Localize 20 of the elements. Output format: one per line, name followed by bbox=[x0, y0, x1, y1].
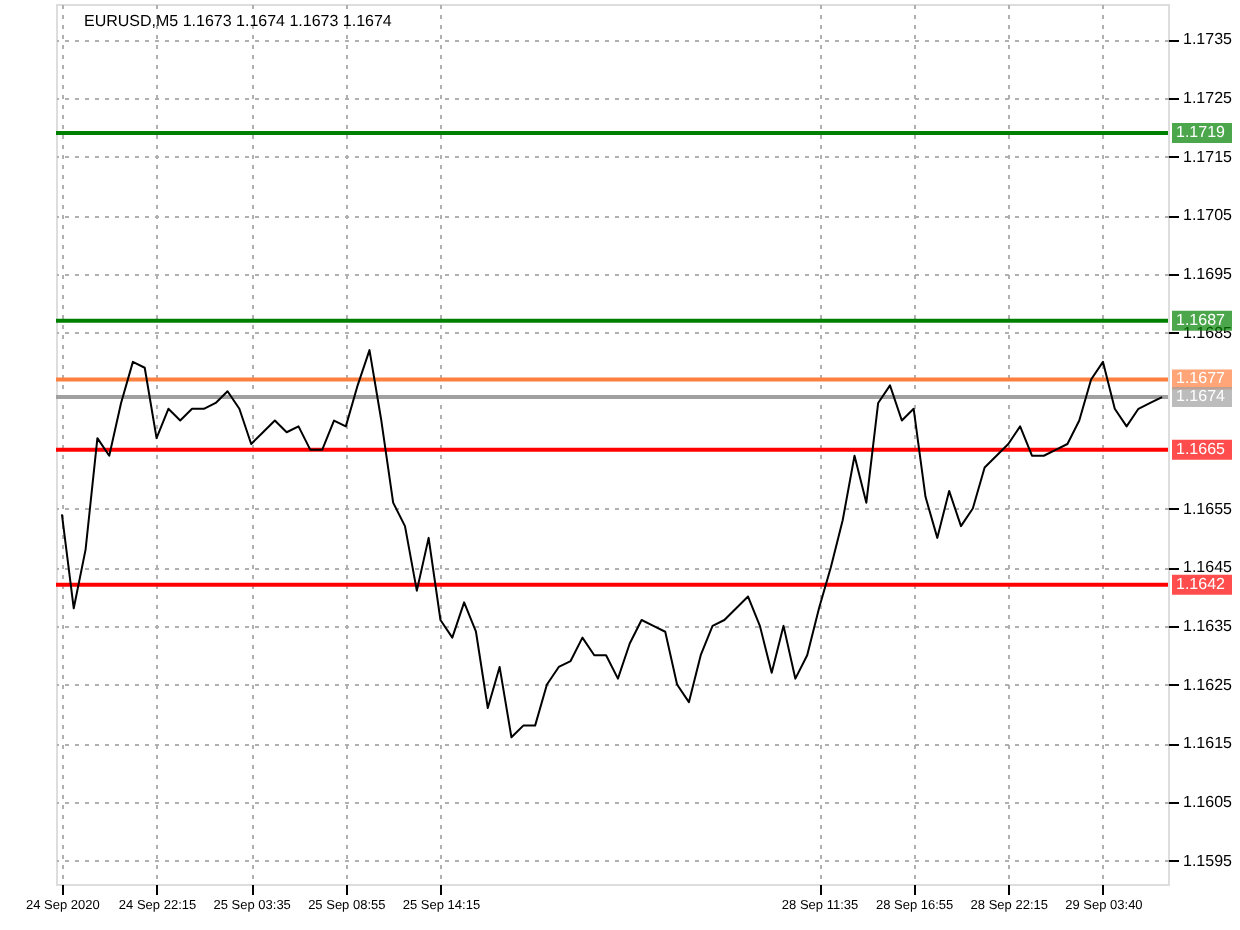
ref-line-label: 1.1674 bbox=[1176, 387, 1227, 406]
y-tick-label: 1.1715 bbox=[1183, 147, 1234, 166]
y-tick-label: 1.1725 bbox=[1183, 88, 1234, 107]
ref-line-label: 1.1719 bbox=[1176, 123, 1227, 142]
ref-line-label: 1.1642 bbox=[1176, 574, 1227, 593]
y-tick-label: 1.1645 bbox=[1183, 558, 1234, 577]
y-tick-label: 1.1655 bbox=[1183, 499, 1234, 518]
ref-line-label: 1.1665 bbox=[1176, 439, 1227, 458]
y-tick-label: 1.1635 bbox=[1183, 616, 1234, 635]
chart-title: EURUSD,M5 1.1673 1.1674 1.1673 1.1674 bbox=[84, 12, 393, 30]
y-tick-label: 1.1595 bbox=[1183, 851, 1234, 870]
y-tick-label: 1.1605 bbox=[1183, 792, 1234, 811]
y-tick-label: 1.1735 bbox=[1183, 30, 1234, 49]
line-series bbox=[60, 349, 1164, 739]
y-tick-label: 1.1705 bbox=[1183, 206, 1234, 225]
y-tick-label: 1.1625 bbox=[1183, 675, 1234, 694]
y-tick-label: 1.1695 bbox=[1183, 264, 1234, 283]
ref-line-label: 1.1677 bbox=[1176, 369, 1227, 388]
y-tick-label: 1.1615 bbox=[1183, 734, 1234, 753]
ref-line-label: 1.1687 bbox=[1176, 310, 1227, 329]
